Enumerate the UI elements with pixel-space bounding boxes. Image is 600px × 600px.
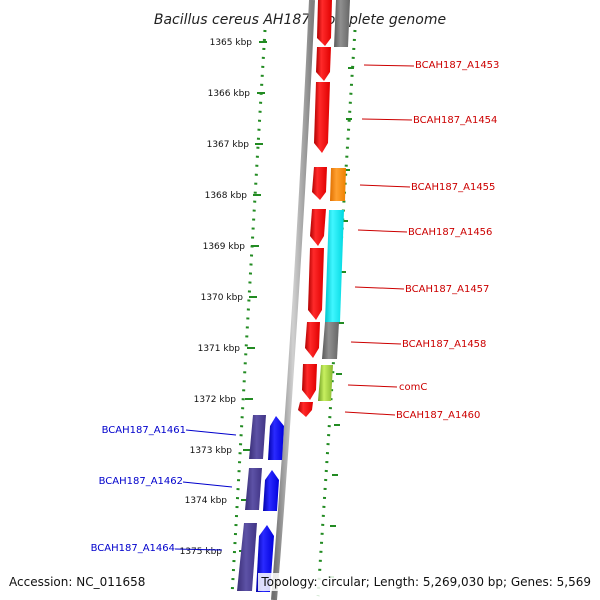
gene-a1454-arrow (314, 82, 330, 153)
gene-label-a1462[interactable]: BCAH187_A1462 (99, 476, 183, 487)
gene-a1456-arrow (310, 209, 326, 246)
cog-bar-gray (322, 322, 339, 359)
gene-label-a1455[interactable]: BCAH187_A1455 (411, 182, 495, 193)
ruler-label-1375: 1375 kbp (180, 547, 223, 557)
label-connectors (174, 64, 415, 551)
cog-bar-gray-top (334, 0, 350, 47)
gene-label-a1461[interactable]: BCAH187_A1461 (102, 425, 186, 436)
ruler-label-1372: 1372 kbp (194, 395, 237, 405)
gene-a1455-arrow (312, 167, 327, 200)
ruler-label-1370: 1370 kbp (201, 293, 244, 303)
ruler-label-1369: 1369 kbp (203, 242, 246, 252)
cog-bar-purple-a1461 (249, 415, 266, 459)
gene-comc-arrow (302, 364, 317, 400)
cog-bar-green (318, 365, 333, 401)
genome-backbone (271, 0, 315, 600)
gene-a1462-arrow (263, 470, 279, 511)
cog-bar-orange (330, 168, 346, 201)
gene-label-comc[interactable]: comC (399, 382, 427, 393)
gene-label-a1460[interactable]: BCAH187_A1460 (396, 410, 480, 421)
gene-a1460-arrow (298, 402, 313, 417)
cog-bar-purple-a1462 (245, 468, 262, 510)
gene-label-a1464[interactable]: BCAH187_A1464 (91, 543, 175, 554)
accession-text: Accession: NC_011658 (9, 575, 145, 589)
map-title: Bacillus cereus AH187, complete genome (154, 12, 446, 28)
gene-a1453-arrow (316, 47, 331, 81)
gene-label-a1458[interactable]: BCAH187_A1458 (402, 339, 486, 350)
ruler-label-1367: 1367 kbp (207, 140, 250, 150)
gene-label-a1457[interactable]: BCAH187_A1457 (405, 284, 489, 295)
gene-label-a1454[interactable]: BCAH187_A1454 (413, 115, 497, 126)
ruler-label-1365: 1365 kbp (210, 38, 253, 48)
ruler-label-1368: 1368 kbp (205, 191, 248, 201)
ruler-dotted-outer (230, 29, 267, 597)
forward-genes (298, 0, 332, 417)
gene-a1458-arrow (305, 322, 320, 358)
topology-text: Topology: circular; Length: 5,269,030 bp… (260, 575, 591, 589)
gene-a1461-arrow (268, 416, 284, 460)
ruler-label-1374: 1374 kbp (185, 496, 228, 506)
reverse-genes (237, 415, 284, 592)
gene-label-a1456[interactable]: BCAH187_A1456 (408, 227, 492, 238)
ruler-label-1366: 1366 kbp (208, 89, 251, 99)
gene-a1452-arrow (317, 0, 332, 46)
cog-bar-cyan (325, 210, 344, 322)
footer-bg-accession (6, 573, 148, 591)
gene-a1457-arrow (308, 248, 324, 320)
ruler-label-1371: 1371 kbp (198, 344, 241, 354)
cog-bar-purple-a1464 (237, 523, 257, 591)
forward-cog-bars (318, 168, 346, 401)
gene-label-a1453[interactable]: BCAH187_A1453 (415, 60, 499, 71)
ruler-label-1373: 1373 kbp (190, 446, 233, 456)
footer-bg-topology (258, 573, 594, 591)
